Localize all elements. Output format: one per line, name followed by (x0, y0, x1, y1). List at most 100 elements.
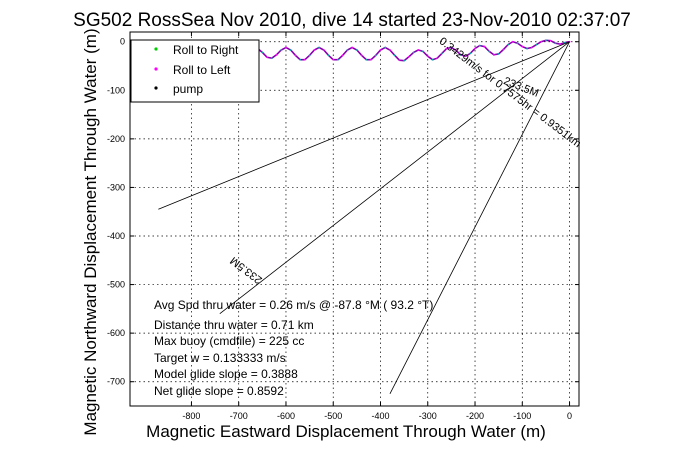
track-point (322, 49, 325, 51)
track-point (478, 44, 481, 47)
track-point (270, 57, 273, 60)
track-point (294, 54, 297, 57)
track-point (275, 53, 278, 56)
track-point (280, 49, 283, 51)
series-line (158, 41, 570, 210)
track-point (530, 46, 533, 49)
track-point (559, 43, 561, 46)
grid (130, 32, 579, 406)
track-point (521, 45, 524, 48)
info-line: Model glide slope = 0.3888 (154, 367, 298, 381)
track-point (299, 58, 302, 61)
y-tick-label: -300 (107, 182, 125, 192)
info-panel: Avg Spd thru water = 0.26 m/s @ -87.8 °M… (154, 298, 433, 398)
line-annotation: 0.3429m/s for 0.7575hr = 0.9351km (437, 35, 583, 150)
y-tick-label: -700 (107, 377, 125, 387)
track-point (474, 47, 476, 50)
track-point (459, 53, 462, 56)
legend: Roll to Right Roll to Left pump (130, 39, 260, 103)
track-point (483, 45, 486, 48)
track-point (360, 54, 363, 57)
track-point (346, 49, 349, 51)
track-point (313, 49, 316, 51)
x-tick-label: -500 (324, 411, 342, 421)
legend-box (130, 39, 260, 103)
track-point (389, 49, 391, 51)
y-axis-label: Magnetic Northward Displacement Through … (81, 28, 100, 435)
track-point (374, 54, 377, 57)
series (158, 39, 571, 395)
x-tick-label: 0 (567, 411, 572, 421)
info-line: Net glide slope = 0.8592 (154, 384, 284, 398)
y-tick-label: -200 (107, 134, 125, 144)
x-tick-label: -800 (182, 411, 200, 421)
track-point (417, 49, 420, 51)
track-point (516, 42, 519, 45)
track-point (370, 58, 372, 61)
series-track (238, 39, 570, 62)
track-point (261, 51, 264, 54)
track-point (441, 52, 443, 55)
track-point (355, 49, 358, 51)
track-point (426, 55, 429, 58)
legend-marker-roll-right (154, 47, 158, 51)
track-point (450, 46, 453, 49)
axes: -800 -700 -600 -500 -400 -300 -200 -100 0 0 -100 -2… (107, 31, 580, 421)
track-point (341, 54, 344, 57)
track-point (445, 47, 448, 50)
track-point (398, 59, 401, 62)
track-point (493, 53, 495, 56)
track-point (488, 50, 491, 53)
y-tick-label: 0 (120, 37, 125, 47)
series-line (219, 41, 570, 315)
x-tick-label: -600 (277, 411, 295, 421)
chart-title: SG502 RossSea Nov 2010, dive 14 started … (73, 10, 631, 31)
line-annotation: 233.5M (228, 254, 265, 286)
track-point (266, 56, 268, 59)
track-point (285, 46, 287, 49)
track-point (549, 39, 552, 42)
track-point (379, 49, 382, 51)
track-point (403, 59, 406, 62)
track-point (431, 58, 434, 61)
legend-marker-pump (154, 86, 158, 90)
track-point (502, 48, 505, 51)
legend-label: pump (173, 82, 203, 96)
x-tick-label: -100 (513, 411, 531, 421)
info-line: Max buoy (cmdfile) = 225 cc (154, 334, 304, 348)
track-point (327, 54, 330, 57)
track-point (526, 47, 528, 50)
track-point (351, 46, 354, 49)
series-line (389, 41, 570, 395)
x-tick-label: -400 (371, 411, 389, 421)
plot-frame (129, 31, 580, 407)
track-point (412, 51, 415, 54)
track-point (469, 52, 472, 55)
track-point (337, 58, 339, 61)
y-tick-label: -400 (107, 231, 125, 241)
track-point (535, 43, 538, 46)
track-point (545, 39, 547, 42)
track-point (507, 43, 510, 46)
track-point (308, 54, 311, 57)
y-tick-label: -500 (107, 280, 125, 290)
info-line: Distance thru water = 0.71 km (154, 318, 314, 332)
track-point (303, 58, 306, 61)
track-point (422, 50, 424, 53)
x-tick-label: -700 (230, 411, 248, 421)
track-point (365, 58, 368, 61)
y-tick-label: -600 (107, 328, 125, 338)
track-point (455, 49, 458, 52)
track-point (511, 40, 514, 43)
track-point (384, 46, 387, 49)
legend-marker-roll-left (154, 67, 158, 71)
track-point (332, 58, 335, 61)
y-tick-label: -100 (107, 85, 125, 95)
track-point (393, 54, 396, 57)
info-line: Avg Spd thru water = 0.26 m/s @ -87.8 °M… (154, 298, 433, 312)
track-point (554, 42, 557, 45)
track-point (464, 55, 467, 58)
x-axis-label: Magnetic Eastward Displacement Through W… (146, 422, 546, 441)
